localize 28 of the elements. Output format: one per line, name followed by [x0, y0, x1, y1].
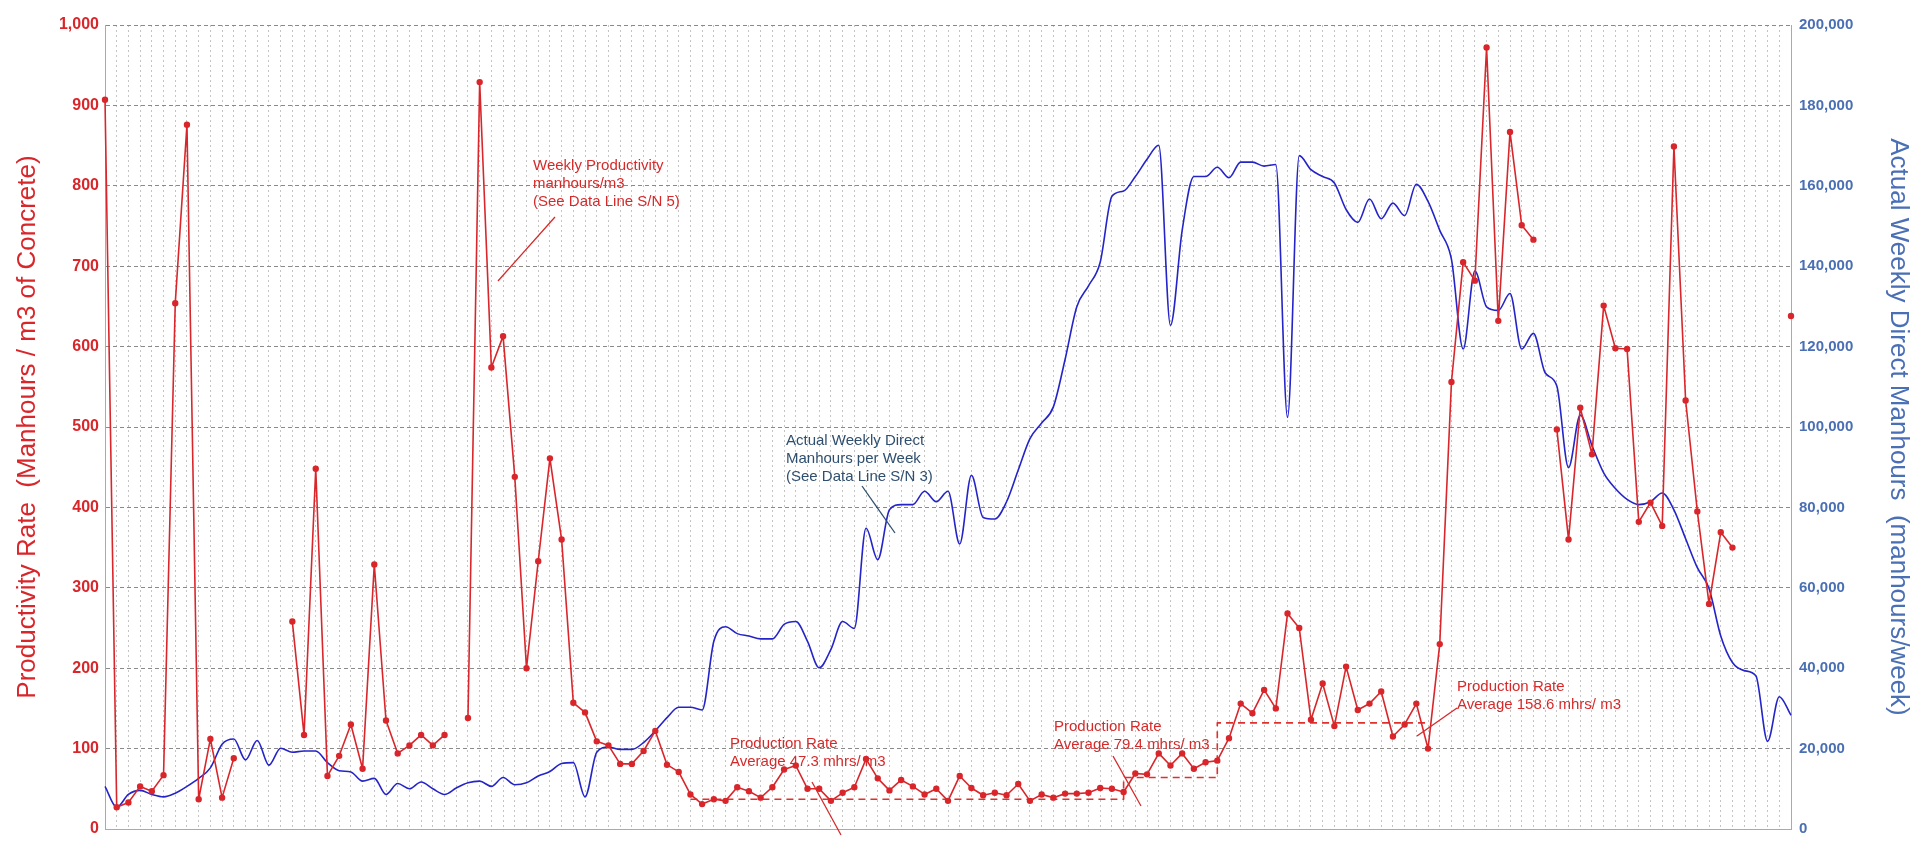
- y2-tick-label: 100,000: [1799, 417, 1854, 435]
- y2-tick-label: 180,000: [1799, 95, 1854, 113]
- y-tick-label: 100: [72, 739, 100, 757]
- y2-tick-label: 80,000: [1799, 497, 1845, 515]
- y-tick-label: 200: [72, 658, 100, 676]
- y2-tick-label: 160,000: [1799, 175, 1854, 193]
- y-axis-title: Productivity Rate (Manhours / m3 of Concrete): [10, 155, 41, 699]
- y2-tick-label: 200,000: [1799, 15, 1854, 33]
- y2-tick-label: 120,000: [1799, 336, 1854, 354]
- y2-tick-label: 20,000: [1799, 738, 1845, 756]
- y-tick-label: 600: [72, 337, 100, 355]
- annotation: Production Rate Average 158.6 mhrs/ m3: [1457, 676, 1621, 712]
- y-tick-label: 700: [72, 256, 100, 274]
- annotation: Actual Weekly Direct Manhours per Week (See Data Line S/N 3): [786, 430, 933, 484]
- y-tick-label: 400: [72, 497, 100, 515]
- y-tick-label: 500: [72, 417, 100, 435]
- y2-tick-label: 40,000: [1799, 658, 1845, 676]
- y2-tick-label: 0: [1799, 819, 1808, 837]
- y-tick-label: 800: [72, 176, 100, 194]
- y2-tick-label: 60,000: [1799, 577, 1845, 595]
- y-tick-label: 900: [72, 95, 100, 113]
- y2-axis-title: Actual Weekly Direct Manhours (manhours/week): [1885, 138, 1916, 716]
- annotation: Production Rate Average 79.4 mhrs/ m3: [1054, 716, 1210, 752]
- annotation: Weekly Productivity manhours/m3 (See Data Line S/N 5): [533, 155, 680, 209]
- y-tick-label: 0: [90, 819, 100, 837]
- y-tick-label: 1,000: [58, 15, 100, 33]
- y-tick-label: 300: [72, 578, 100, 596]
- y2-tick-label: 140,000: [1799, 256, 1854, 274]
